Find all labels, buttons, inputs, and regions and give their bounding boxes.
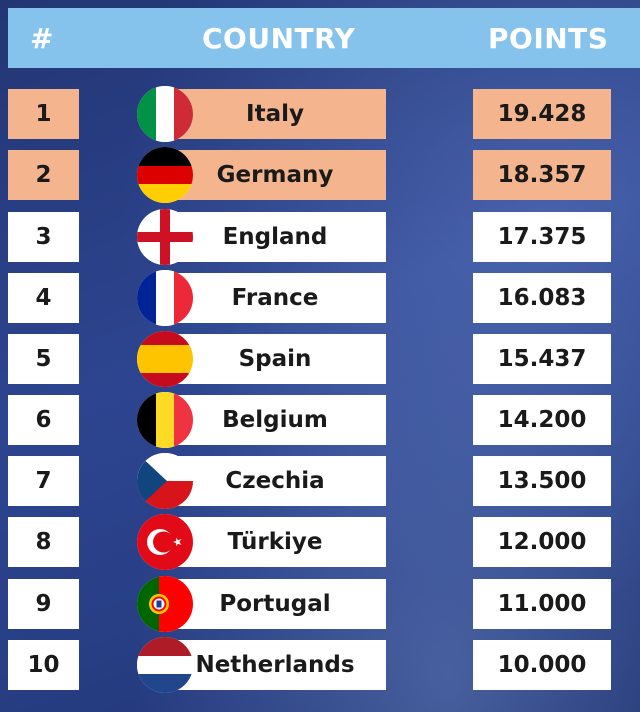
turkiye-flag-icon [137,514,193,570]
table-row: 2 Germany 18.357 [0,147,640,203]
points-column-header: POINTS [488,22,609,55]
points-cell: 16.083 [473,273,611,323]
points-cell: 17.375 [473,212,611,262]
rank-cell: 8 [8,517,79,567]
rank-cell: 9 [8,579,79,629]
table-row: 10 Netherlands 10.000 [0,637,640,693]
table-row: 1 Italy 19.428 [0,86,640,142]
country-cell: Belgium [164,395,386,445]
rank-cell: 10 [8,640,79,690]
portugal-flag-icon [137,576,193,632]
rank-cell: 4 [8,273,79,323]
rank-cell: 6 [8,395,79,445]
points-cell: 12.000 [473,517,611,567]
italy-flag-icon [137,86,193,142]
country-cell: Germany [164,150,386,200]
table-row: 4 France 16.083 [0,270,640,326]
country-cell: France [164,273,386,323]
table-row: 9 Portugal 11.000 [0,576,640,632]
netherlands-flag-icon [137,637,193,693]
country-cell: England [164,212,386,262]
table-row: 6 Belgium 14.200 [0,392,640,448]
country-cell: Portugal [164,579,386,629]
france-flag-icon [137,270,193,326]
points-cell: 13.500 [473,456,611,506]
belgium-flag-icon [137,392,193,448]
spain-flag-icon [137,331,193,387]
table-header: # COUNTRY POINTS [8,8,640,68]
country-cell: Türkiye [164,517,386,567]
rank-cell: 2 [8,150,79,200]
country-cell: Czechia [164,456,386,506]
rank-cell: 7 [8,456,79,506]
england-flag-icon [137,209,193,265]
country-column-header: COUNTRY [202,22,356,55]
points-cell: 11.000 [473,579,611,629]
points-cell: 10.000 [473,640,611,690]
country-cell: Netherlands [164,640,386,690]
table-row: 8 Türkiye 12.000 [0,514,640,570]
rank-column-header: # [30,22,54,55]
table-row: 7 Czechia 13.500 [0,453,640,509]
country-cell: Spain [164,334,386,384]
table-row: 5 Spain 15.437 [0,331,640,387]
rank-cell: 5 [8,334,79,384]
rank-cell: 3 [8,212,79,262]
czechia-flag-icon [137,453,193,509]
points-cell: 19.428 [473,89,611,139]
rank-cell: 1 [8,89,79,139]
country-cell: Italy [164,89,386,139]
points-cell: 14.200 [473,395,611,445]
table-row: 3 England 17.375 [0,209,640,265]
points-cell: 18.357 [473,150,611,200]
germany-flag-icon [137,147,193,203]
points-cell: 15.437 [473,334,611,384]
